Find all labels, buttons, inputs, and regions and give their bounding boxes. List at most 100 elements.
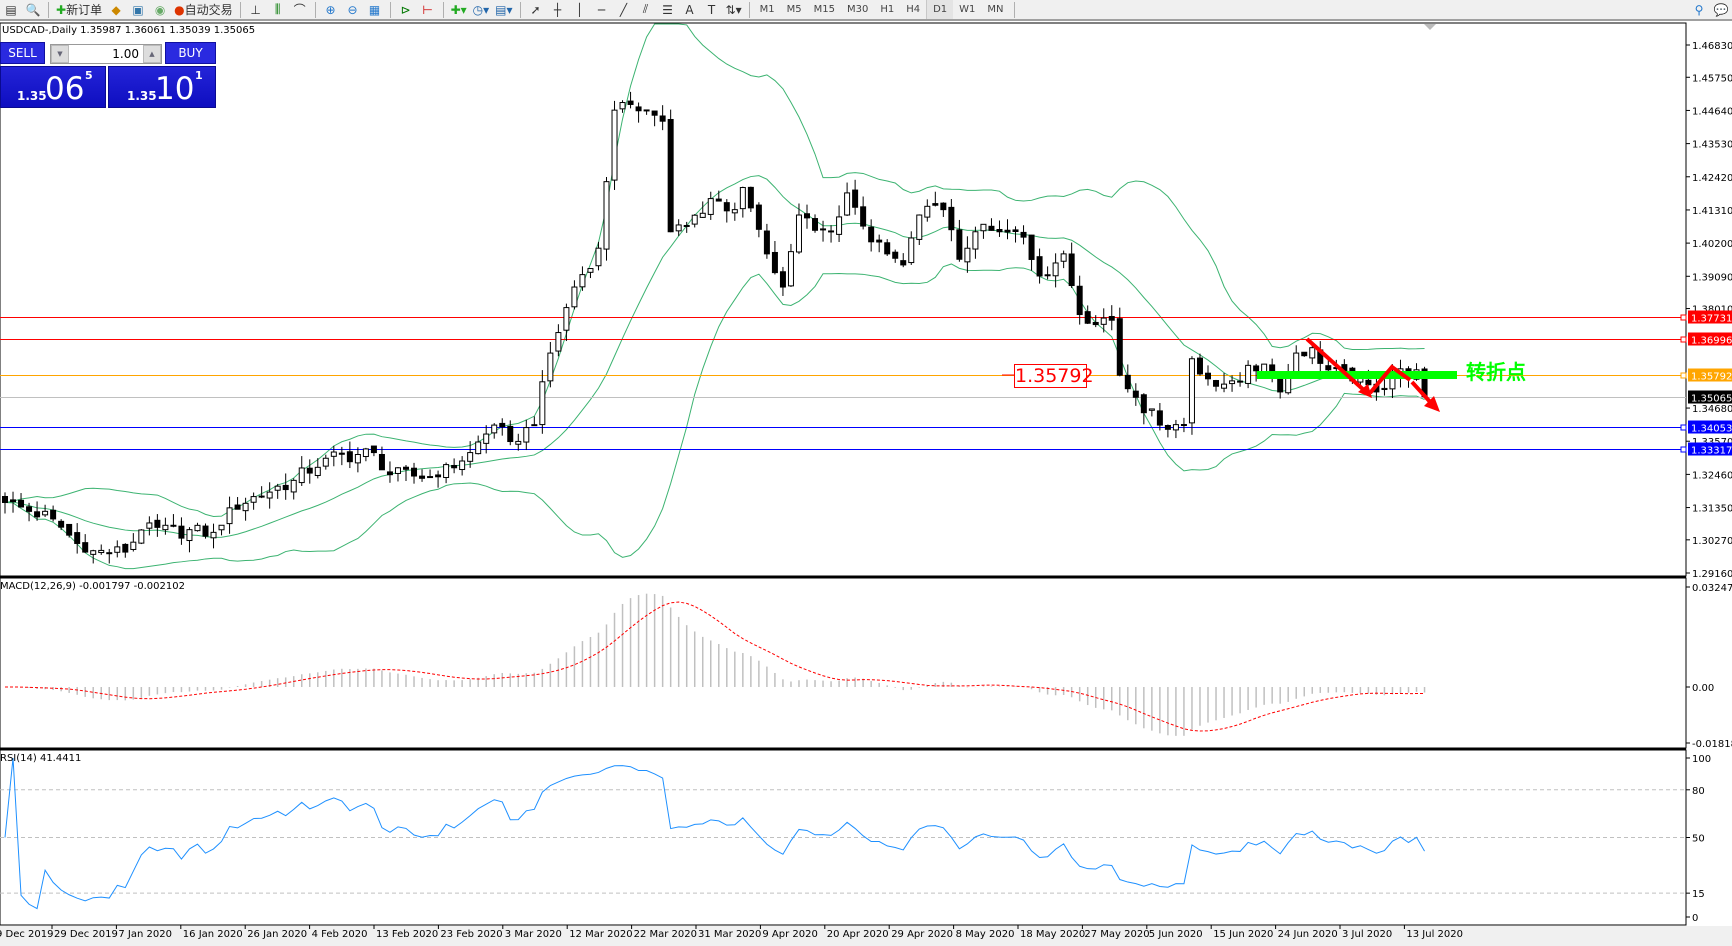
- buy-button[interactable]: BUY: [165, 42, 216, 64]
- chart-canvas[interactable]: 1.46830 1.45750 1.44640 1.43530 1.42420 1.413…: [0, 22, 1732, 946]
- zoom-in-icon[interactable]: ⊕: [325, 2, 336, 17]
- candle: [795, 203, 802, 255]
- price-line-label-bg: [1688, 368, 1732, 382]
- auto-trading-button[interactable]: ● 自动交易: [171, 0, 236, 19]
- buy-price-pips: 10: [155, 71, 195, 107]
- navigator-icon[interactable]: 🔍: [25, 2, 41, 17]
- candle: [1381, 379, 1388, 396]
- candle: [627, 91, 634, 109]
- chat-icon[interactable]: 💬: [1713, 2, 1729, 17]
- candle-body-bull: [475, 441, 482, 455]
- new-order-button[interactable]: ✚ 新订单: [53, 0, 105, 19]
- bar-chart-icon[interactable]: ⊥: [250, 2, 261, 17]
- price-line-label-bg: [1688, 310, 1732, 324]
- timeframe-m15[interactable]: M15: [813, 4, 835, 15]
- candle-body-bull: [1309, 347, 1316, 359]
- vertical-line-icon[interactable]: │: [575, 2, 584, 17]
- indicators-icon[interactable]: ✚▾: [450, 2, 467, 17]
- candle: [90, 549, 97, 564]
- price-label-annotation[interactable]: 1.35792: [1014, 364, 1094, 388]
- timeframe-m30[interactable]: M30: [846, 4, 869, 15]
- equidistant-channel-icon[interactable]: ⫽: [642, 2, 649, 16]
- candle: [1180, 417, 1187, 433]
- signals-icon[interactable]: ◉: [154, 2, 166, 17]
- candle-body-bull: [844, 192, 851, 216]
- candle-body-bear: [202, 525, 209, 537]
- zoom-out-icon[interactable]: ⊖: [347, 2, 358, 17]
- arrows-icon[interactable]: ⇅▾: [725, 2, 742, 17]
- chart-shift-icon[interactable]: ⊢: [422, 2, 433, 17]
- date-tick-label: 29 Apr 2020: [891, 929, 953, 940]
- horizontal-line-icon[interactable]: ─: [597, 2, 606, 17]
- lot-size-value[interactable]: 1.00: [112, 47, 139, 61]
- rsi-label: RSI(14) 41.4411: [0, 753, 82, 764]
- terminal-icon[interactable]: ▣: [132, 2, 144, 17]
- line-chart-icon[interactable]: ⌒: [293, 3, 306, 17]
- candle-body-bear: [635, 106, 642, 112]
- periods-icon[interactable]: ◷▾: [472, 2, 490, 17]
- timeframe-m5[interactable]: M5: [786, 4, 802, 15]
- candle-body-bear: [74, 532, 81, 544]
- date-tick-label: 12 Mar 2020: [569, 929, 632, 940]
- timeframe-w1[interactable]: W1: [959, 4, 976, 15]
- text-label-icon[interactable]: T: [707, 2, 716, 17]
- crosshair-icon[interactable]: ┼: [553, 2, 562, 17]
- templates-icon[interactable]: ▤▾: [495, 2, 513, 17]
- chart-window[interactable]: 1.46830 1.45750 1.44640 1.43530 1.42420 1.413…: [0, 22, 1732, 946]
- price-tick-label: 1.42420: [1692, 173, 1732, 184]
- fibonacci-icon[interactable]: ☰: [662, 2, 673, 17]
- candle: [443, 462, 450, 484]
- price-tick-label: 1.45750: [1692, 73, 1732, 84]
- candle: [908, 231, 915, 265]
- metaeditor-icon[interactable]: ◆: [111, 2, 121, 17]
- candle-body-bull: [547, 352, 554, 382]
- candle: [836, 205, 843, 242]
- rsi-tick-label: 15: [1692, 889, 1705, 900]
- candle: [467, 441, 474, 468]
- lot-size-field[interactable]: ▼ 1.00 ▲: [50, 44, 162, 64]
- candle: [739, 186, 746, 218]
- timeframe-m1[interactable]: M1: [759, 4, 775, 15]
- price-line-label: 1.35065: [1691, 394, 1732, 405]
- candle-body-bear: [403, 466, 409, 470]
- buy-price[interactable]: 1.35 10 1: [108, 66, 216, 108]
- price-tick-label: 1.46830: [1692, 41, 1732, 52]
- new-chart-icon[interactable]: ▤: [5, 2, 17, 17]
- turning-point-text[interactable]: 转折点: [1466, 360, 1526, 384]
- candle: [523, 419, 530, 451]
- candle: [1100, 308, 1107, 333]
- timeframe-mn[interactable]: MN: [987, 4, 1004, 15]
- sell-button[interactable]: SELL: [0, 42, 45, 64]
- text-icon[interactable]: A: [685, 2, 694, 17]
- tile-windows-icon[interactable]: ▦: [368, 2, 381, 17]
- search-icon[interactable]: ⚲: [1694, 2, 1704, 17]
- lot-decrease-button[interactable]: ▼: [51, 45, 69, 63]
- candle: [362, 447, 369, 462]
- candle-body-bear: [667, 118, 674, 233]
- candle-body-bull: [42, 510, 49, 516]
- candle-body-bear: [106, 552, 113, 555]
- timeframe-h1[interactable]: H1: [880, 4, 895, 15]
- candle-body-bull: [210, 531, 217, 539]
- candle: [996, 220, 1003, 237]
- buy-price-fraction: 1: [195, 69, 203, 82]
- autoscroll-icon[interactable]: ⊳: [400, 2, 411, 17]
- candle: [507, 420, 514, 446]
- candle-body-bear: [988, 225, 995, 231]
- candle: [1140, 393, 1147, 425]
- line-handle: [1680, 314, 1687, 321]
- price-tick-label: 1.40200: [1692, 239, 1732, 250]
- candlestick-icon[interactable]: ⫼: [274, 2, 281, 16]
- timeframe-h4[interactable]: H4: [906, 4, 921, 15]
- trendline-icon[interactable]: ╱: [619, 2, 628, 17]
- candle-body-bull: [1060, 253, 1067, 262]
- arrow-head-icon: [1424, 396, 1440, 412]
- candle: [274, 483, 281, 499]
- cursor-icon[interactable]: ➚: [530, 2, 541, 17]
- lot-increase-button[interactable]: ▲: [143, 45, 161, 63]
- candle-body-bear: [1237, 380, 1244, 383]
- timeframe-d1[interactable]: D1: [926, 0, 954, 19]
- candle-body-bull: [1052, 262, 1059, 277]
- candle: [1124, 364, 1131, 393]
- sell-price[interactable]: 1.35 06 5: [0, 66, 106, 108]
